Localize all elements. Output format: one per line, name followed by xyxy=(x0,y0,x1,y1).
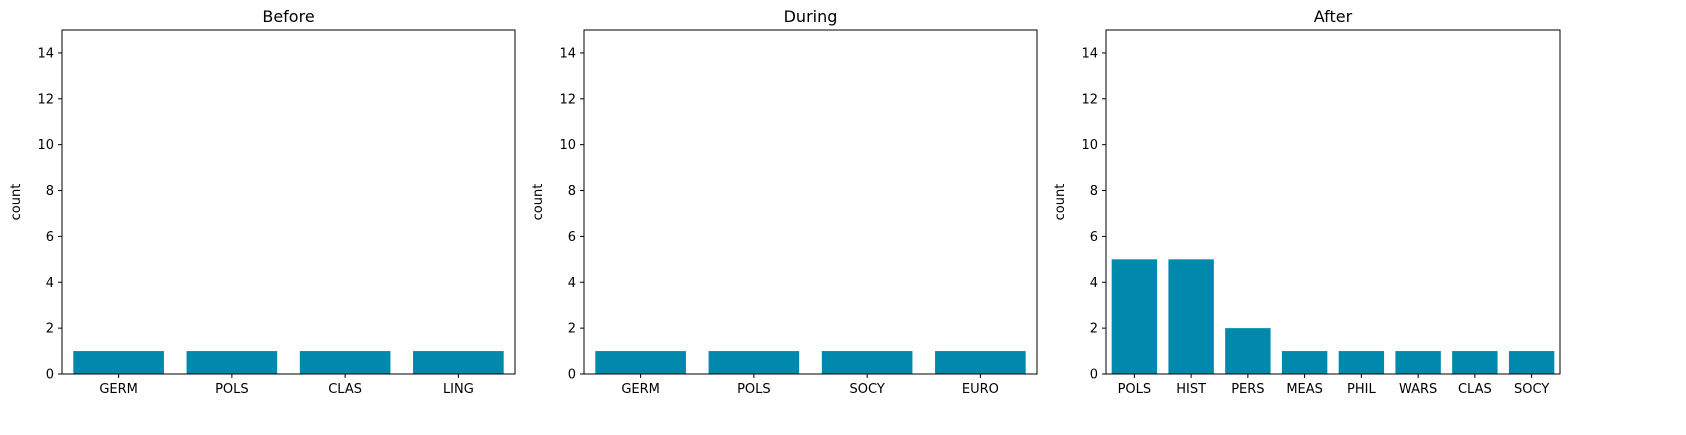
x-tick-label: SOCY xyxy=(849,382,884,397)
x-tick-label: CLAS xyxy=(1458,382,1492,397)
chart-panel-2: POLS HIST PERS MEAS PHIL WARS CLAS SOCY 0 2 4 6 8 10 1… xyxy=(1053,7,1561,397)
chart-title: After xyxy=(1314,7,1353,26)
chart-title: During xyxy=(784,7,838,26)
plot-frame xyxy=(61,29,516,375)
x-tick-label: POLS xyxy=(1118,382,1152,397)
x-tick-label: HIST xyxy=(1176,382,1206,397)
x-tick-label: POLS xyxy=(215,382,249,397)
y-axis-label: count xyxy=(531,184,546,221)
y-tick-label: 2 xyxy=(46,322,54,337)
bar xyxy=(1338,351,1385,374)
y-tick-label: 14 xyxy=(1081,46,1098,61)
y-tick-label: 4 xyxy=(46,276,54,291)
y-tick-label: 10 xyxy=(1081,138,1098,153)
chart-panel-0: GERM POLS CLAS LING 0 2 4 6 8 10 12 14 Before count xyxy=(9,7,516,397)
x-tick-label: LING xyxy=(443,382,474,397)
y-tick-label: 6 xyxy=(1090,230,1098,245)
bar xyxy=(1281,351,1328,374)
x-tick-label: SOCY xyxy=(1514,382,1549,397)
x-tick-label: EURO xyxy=(962,382,999,397)
y-tick-label: 10 xyxy=(559,138,576,153)
bar xyxy=(1168,259,1214,374)
plot-frame xyxy=(1105,29,1561,375)
y-tick-label: 8 xyxy=(1090,184,1098,199)
y-axis-label: count xyxy=(9,184,24,221)
y-tick-label: 0 xyxy=(46,368,54,383)
y-tick-label: 12 xyxy=(1081,92,1098,107)
bar xyxy=(299,351,391,374)
x-tick-label: WARS xyxy=(1399,382,1437,397)
y-tick-label: 6 xyxy=(46,230,54,245)
y-axis-label: count xyxy=(1053,184,1068,221)
bar xyxy=(821,351,913,374)
y-tick-label: 12 xyxy=(37,92,54,107)
chart-panel-1: GERM POLS SOCY EURO 0 2 4 6 8 10 12 14 During count xyxy=(531,7,1038,397)
bar xyxy=(1395,351,1441,374)
y-tick-label: 2 xyxy=(568,322,576,337)
x-tick-label: CLAS xyxy=(328,382,362,397)
x-tick-label: POLS xyxy=(737,382,771,397)
bar xyxy=(708,351,800,374)
bar xyxy=(935,351,1026,374)
x-tick-label: PERS xyxy=(1231,382,1264,397)
x-tick-label: MEAS xyxy=(1286,382,1323,397)
bar xyxy=(1111,259,1158,374)
plot-frame xyxy=(583,29,1038,375)
bar xyxy=(1508,351,1555,374)
bar xyxy=(595,351,686,374)
y-tick-label: 8 xyxy=(46,184,54,199)
y-tick-label: 14 xyxy=(37,46,54,61)
y-tick-label: 2 xyxy=(1090,322,1098,337)
chart-title: Before xyxy=(262,7,314,26)
y-tick-label: 10 xyxy=(37,138,54,153)
y-tick-label: 4 xyxy=(1090,276,1098,291)
bar xyxy=(413,351,504,374)
y-tick-label: 0 xyxy=(1090,368,1098,383)
y-tick-label: 14 xyxy=(559,46,576,61)
y-tick-label: 8 xyxy=(568,184,576,199)
bar xyxy=(186,351,278,374)
y-tick-label: 0 xyxy=(568,368,576,383)
x-tick-label: GERM xyxy=(621,382,660,397)
bar xyxy=(1452,351,1498,374)
y-tick-label: 6 xyxy=(568,230,576,245)
bar xyxy=(1225,328,1271,374)
bar xyxy=(73,351,164,374)
y-tick-label: 12 xyxy=(559,92,576,107)
y-tick-label: 4 xyxy=(568,276,576,291)
x-tick-label: GERM xyxy=(99,382,138,397)
x-tick-label: PHIL xyxy=(1347,382,1376,397)
